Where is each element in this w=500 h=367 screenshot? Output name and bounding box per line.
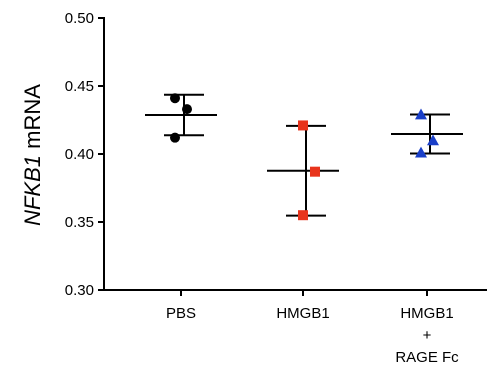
- x-tick-label: +: [423, 327, 432, 344]
- y-tick-label: 0.45: [65, 78, 94, 95]
- group-2: [267, 120, 339, 221]
- data-point: [298, 120, 308, 131]
- data-point: [415, 108, 427, 120]
- x-tick-label: HMGB1: [276, 305, 329, 322]
- data-point: [170, 132, 180, 143]
- x-axis: PBS HMGB1 HMGB1 + RAGE Fc: [103, 289, 487, 366]
- group-1: [145, 93, 217, 143]
- y-tick-label: 0.35: [65, 214, 94, 231]
- x-tick-label: PBS: [166, 305, 196, 322]
- data-point: [170, 93, 180, 104]
- y-tick-label: 0.50: [65, 10, 94, 27]
- data-point: [415, 146, 427, 158]
- x-tick-label: HMGB1: [400, 305, 453, 322]
- y-tick-label: 0.40: [65, 146, 94, 163]
- y-axis: 0.30 0.35 0.40 0.45 0.50: [65, 10, 105, 299]
- y-axis-label-unit: mRNA: [20, 84, 45, 155]
- data-point: [427, 134, 439, 146]
- x-tick-label: RAGE Fc: [395, 349, 459, 366]
- data-point: [298, 210, 308, 221]
- y-tick-label: 0.30: [65, 282, 94, 299]
- data-groups: [145, 93, 463, 221]
- data-point: [182, 104, 192, 115]
- group-3: [391, 108, 463, 158]
- y-axis-label: NFKB1 mRNA: [20, 84, 45, 226]
- y-axis-label-gene: NFKB1: [20, 155, 45, 226]
- data-point: [310, 166, 320, 177]
